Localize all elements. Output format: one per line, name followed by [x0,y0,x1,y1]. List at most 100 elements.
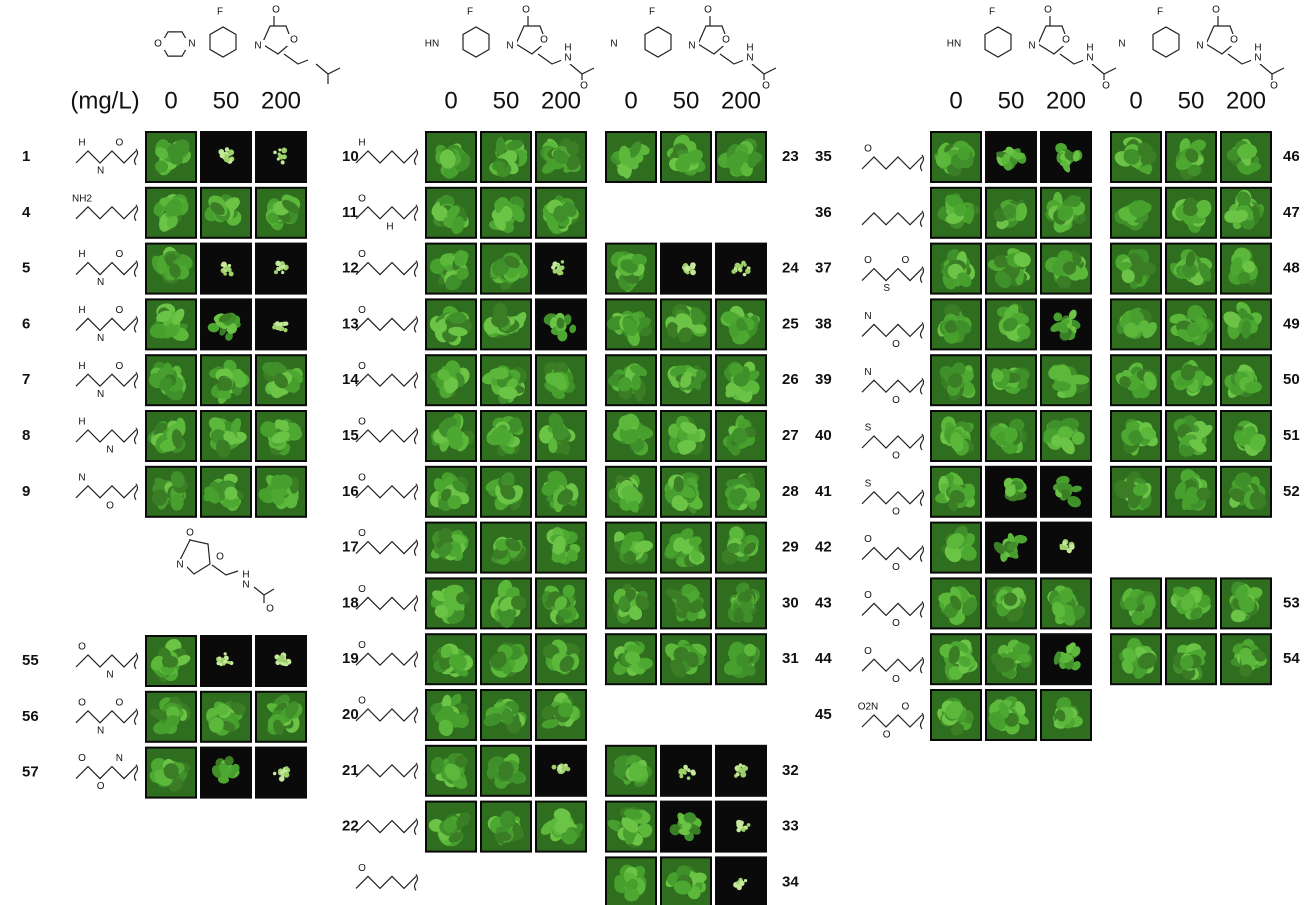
atom-bg [112,248,127,261]
leaf [275,419,290,432]
concentration: 200 [541,87,581,114]
seedling [739,880,744,885]
seedling [1066,548,1072,554]
atom-bg [383,220,397,233]
concentration: 50 [493,87,520,114]
concentration: 0 [1129,87,1142,114]
atom-label: N [106,445,113,456]
seedling [278,322,283,327]
compound-number: 56 [22,708,39,725]
leaf [218,377,233,392]
leaf [493,212,506,231]
leaf [666,322,680,338]
seedling [741,828,746,832]
bond [355,652,417,667]
atom-label: F [989,7,995,18]
leaf [493,651,506,668]
leaf [623,550,637,565]
atom-label: N [97,725,104,736]
atom-bg [93,724,108,737]
atom-label: H [78,138,85,149]
compound-number: 24 [782,260,799,277]
concentration: 200 [1046,87,1086,114]
atom-label: N [116,753,123,764]
compound-number: 7 [22,371,30,388]
leaf [690,550,702,563]
atom-label: O [115,697,123,708]
bond [75,261,137,276]
leaf [448,326,468,337]
leaf [149,323,168,339]
leaf [444,377,459,394]
atom-label: N [1118,39,1125,50]
leaf [210,202,225,216]
bond [75,484,137,499]
seedling [734,765,740,771]
leaf [170,494,184,511]
atom-bg [75,304,89,317]
leaf [229,763,240,775]
seedling [279,155,284,160]
attachment [413,483,419,501]
leaf [552,372,567,391]
atom-label: O [115,305,123,316]
leaf [434,320,447,333]
atom-bg [355,471,369,484]
compound-number: 42 [815,539,832,556]
atom-bg [75,752,89,765]
leaf [505,538,521,552]
leaf [159,377,173,391]
bond [462,26,490,58]
leaf [273,719,284,736]
seedling [218,656,222,660]
atom-label: H [78,361,85,372]
atom-label: H [78,417,85,428]
units-label: (mg/L) [70,87,139,114]
atom-label: N [1028,41,1035,52]
leaf [491,313,510,328]
leaf [496,831,512,842]
atom-bg [75,471,89,484]
bond [355,205,417,220]
leaf [676,595,690,610]
compound-number: 18 [342,594,359,611]
leaf [166,214,178,229]
leaf [267,212,280,224]
bond [515,16,595,84]
compound-number: 51 [1283,427,1300,444]
leaf [448,654,463,668]
compound-number: 55 [22,652,39,669]
compound-number: 11 [342,204,358,221]
leaf [155,160,169,173]
leaf [262,361,281,376]
leaf [489,368,509,380]
bond [355,875,417,890]
leaf [430,756,444,775]
compound-number: 8 [22,427,30,444]
atom-label: O [154,39,162,50]
compound-number: 46 [1283,148,1300,165]
leaf [456,591,470,605]
atom-label: O [358,584,366,595]
leaf [440,645,453,659]
seedling [283,772,290,778]
leaf [552,149,569,164]
leaf [174,654,191,666]
leaf [504,255,520,269]
atom-label: O [883,730,891,741]
leaf [221,497,240,508]
seedling [219,152,225,159]
leaf [733,607,744,624]
leaf [443,588,459,603]
atom-bg [75,696,89,709]
bond [861,435,923,449]
seedling [228,271,234,277]
leaf [485,479,502,492]
leaf [541,719,559,729]
atom-bg [355,416,369,428]
leaf [154,422,168,433]
atom-label: HN [947,39,961,50]
compound-number: 36 [815,204,832,221]
leaf [439,149,456,169]
leaf [494,199,504,212]
